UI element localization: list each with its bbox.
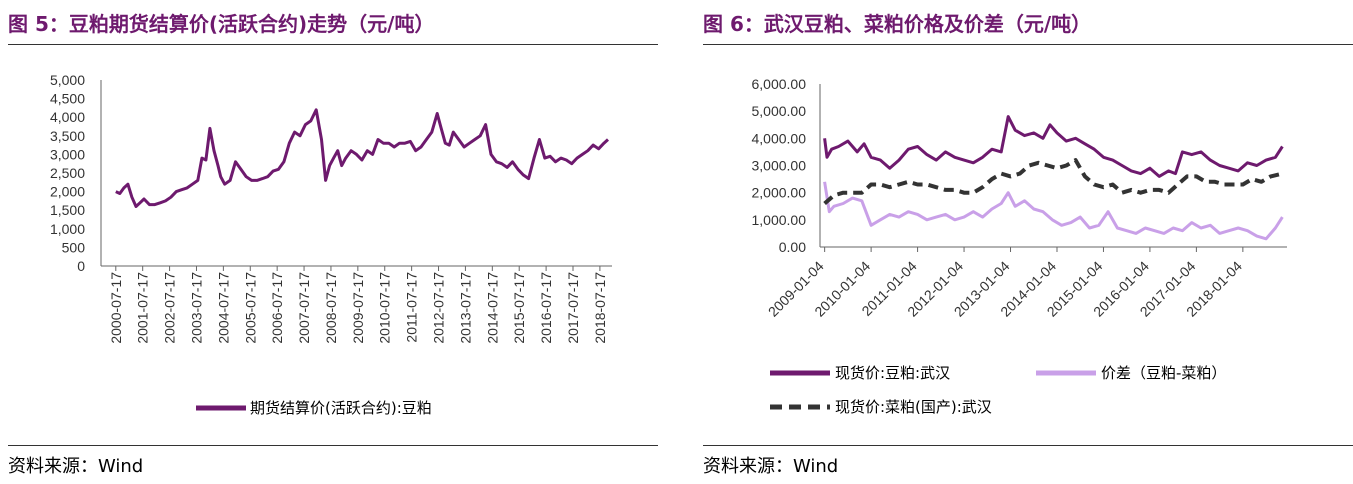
x-tick-label: 2004-07-17 [215,272,231,344]
x-tick-label: 2007-07-17 [296,272,312,344]
figure-6-panel: 图 6：武汉豆粕、菜粕价格及价差（元/吨） 6,000.00 5,000.00 4,… [695,0,1353,484]
legend-label-spot-rapemeal: 现货价:菜粕(国产):武汉 [835,398,992,416]
y-tick-label: 3,500 [50,128,85,144]
legend-label-futures-soymeal: 期货结算价(活跃合约):豆粕 [250,399,432,417]
source-rule [703,445,1353,446]
figure-6-title: 图 6：武汉豆粕、菜粕价格及价差（元/吨） [703,12,1092,36]
x-tick-label: 2012-07-17 [431,272,447,344]
x-tick-label: 2006-07-17 [269,272,285,344]
x-tick-label: 2001-07-17 [135,272,151,344]
x-tick-label: 2017-07-17 [565,272,581,344]
y-tick-label: 1,000.00 [752,212,807,228]
source-rule [8,445,658,446]
series-line-spread [823,181,1284,241]
x-tick-label: 2016-07-17 [538,272,554,344]
figure-5-source: 资料来源：Wind [8,456,144,477]
x-tick-label: 2000-07-17 [108,272,124,344]
legend-label-spot-soymeal: 现货价:豆粕:武汉 [835,364,950,382]
y-tick-label: 3,000.00 [752,158,807,174]
title-rule [8,44,658,45]
y-tick-label: 0 [77,258,85,274]
y-tick-label: 4,000 [50,109,85,125]
x-tick-label: 2018-07-17 [592,272,608,344]
y-tick-label: 2,500 [50,165,85,181]
x-tick-label: 2015-07-17 [511,272,527,344]
x-tick-label: 2005-07-17 [242,272,258,344]
futures-price-chart: 5,000 4,500 4,000 3,500 3,000 2,500 2,000 1,500… [50,72,612,417]
figure-5-panel: 图 5：豆粕期货结算价(活跃合约)走势（元/吨） 5,000 4,500 4,000… [0,0,660,484]
y-tick-label: 4,000.00 [752,130,807,146]
x-tick-label: 2009-07-17 [350,272,366,344]
series-line-spot-rapemeal [823,158,1283,206]
x-tick-label: 2014-07-17 [484,272,500,344]
y-tick-label: 2,000.00 [752,185,807,201]
figure-6-source: 资料来源：Wind [703,456,839,477]
x-tick-label: 2008-07-17 [323,272,339,344]
y-tick-label: 6,000.00 [752,76,807,92]
y-tick-label: 5,000 [50,72,85,88]
x-tick-label: 2013-07-17 [457,272,473,344]
y-tick-label: 2,000 [50,184,85,200]
series-line-spot-soymeal [823,115,1284,178]
x-tick-label: 2010-07-17 [377,272,393,344]
y-tick-label: 500 [62,239,86,255]
x-tick-label: 2003-07-17 [188,272,204,344]
y-tick-label: 1,500 [50,202,85,218]
title-rule [703,44,1353,45]
figure-5-title: 图 5：豆粕期货结算价(活跃合约)走势（元/吨） [8,12,435,36]
y-tick-label: 0.00 [779,239,806,255]
x-tick-label: 2002-07-17 [162,272,178,344]
spot-price-chart: 6,000.00 5,000.00 4,000.00 3,000.00 2,000.00… [752,76,1287,416]
y-tick-label: 3,000 [50,146,85,162]
x-tick-label: 2011-07-17 [404,272,420,343]
y-tick-label: 5,000.00 [752,103,807,119]
y-tick-label: 4,500 [50,91,85,107]
series-line-futures-soymeal [115,108,610,208]
y-tick-label: 1,000 [50,221,85,237]
legend-label-spread: 价差（豆粕-菜粕） [1101,364,1226,382]
